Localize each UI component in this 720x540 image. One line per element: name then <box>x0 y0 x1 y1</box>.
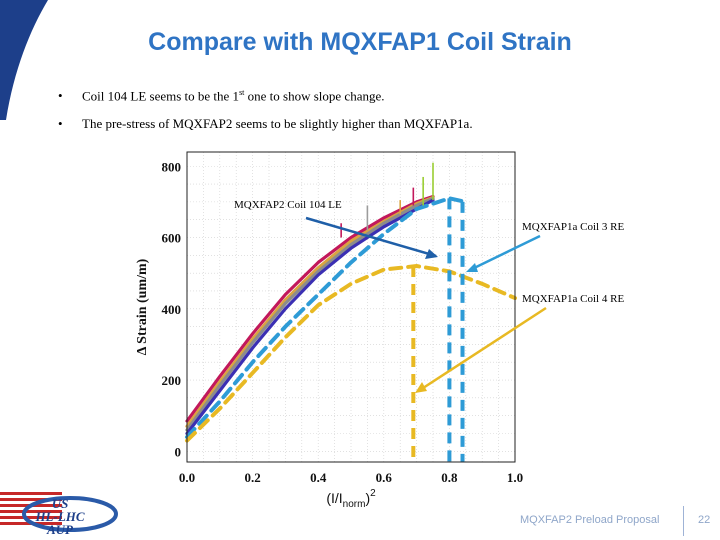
annotation-arrowhead-coil104 <box>425 249 438 259</box>
annotation-arrow-coil104 <box>305 216 437 258</box>
bullet-marker: • <box>58 116 63 132</box>
bullet-text-after: one to show slope change. <box>244 88 385 104</box>
corner-swoosh-decoration <box>0 0 48 120</box>
annotation-arrow-coil3 <box>469 234 541 272</box>
series-line <box>185 196 468 440</box>
bullet-superscript: st <box>239 88 245 97</box>
bullet-text: The pre-stress of MQXFAP2 seems to be sl… <box>82 116 473 132</box>
x-axis-label-sup: 2 <box>370 488 376 499</box>
page-number: 22 <box>698 514 711 526</box>
y-axis-label: Δ Strain (um/m) <box>135 258 150 355</box>
x-tick-label: 1.0 <box>507 470 523 485</box>
logo-text-hl-lhc: HL-LHC <box>34 509 84 524</box>
x-axis-label: (I/Inorm)2 <box>326 488 376 510</box>
logo-text-us: US <box>52 496 69 511</box>
x-tick-label: 0.8 <box>441 470 458 485</box>
annotation-label-coil104: MQXFAP2 Coil 104 LE <box>234 199 342 211</box>
y-tick-label: 600 <box>162 231 182 246</box>
plot-frame <box>186 151 516 463</box>
bullet-item-1: • Coil 104 LE seems to be the 1st one to… <box>58 88 678 104</box>
y-tick-label: 200 <box>162 373 182 388</box>
bullet-item-2: • The pre-stress of MQXFAP2 seems to be … <box>58 116 678 132</box>
x-tick-label: 0.0 <box>179 470 195 485</box>
series-line <box>185 194 435 423</box>
annotation-arrowhead-coil4 <box>415 382 427 393</box>
footer-divider <box>683 506 684 536</box>
y-tick-label: 400 <box>162 302 182 317</box>
bullet-marker: • <box>58 88 63 103</box>
annotation-arrowhead-coil3 <box>466 263 478 272</box>
slide-title: Compare with MQXFAP1 Coil Strain <box>148 28 572 56</box>
logo-text-aup: AUP <box>46 522 74 537</box>
footer-text: MQXFAP2 Preload Proposal <box>520 514 660 526</box>
series-line <box>185 264 517 443</box>
x-axis-label-end: ) <box>365 490 370 506</box>
y-tick-label: 800 <box>162 159 182 174</box>
series-line <box>185 196 435 428</box>
annotation-label-coil4: MQXFAP1a Coil 4 RE <box>522 293 624 305</box>
x-tick-label: 0.4 <box>310 470 327 485</box>
x-tick-label: 0.2 <box>244 470 260 485</box>
logo-swoosh <box>22 496 118 532</box>
x-axis-label-main: (I/I <box>326 490 342 506</box>
annotation-arrow-coil4 <box>419 306 547 392</box>
annotation-label-coil3: MQXFAP1a Coil 3 RE <box>522 221 624 233</box>
y-tick-label: 0 <box>175 444 182 459</box>
series-line <box>185 196 435 432</box>
bullet-text: Coil 104 LE seems to be the 1 <box>82 88 240 104</box>
x-axis-label-sub: norm <box>343 499 366 510</box>
us-hl-lhc-aup-logo: US HL-LHC AUP <box>0 492 118 537</box>
bullet-list: • Coil 104 LE seems to be the 1st one to… <box>58 88 678 144</box>
x-tick-label: 0.6 <box>376 470 393 485</box>
